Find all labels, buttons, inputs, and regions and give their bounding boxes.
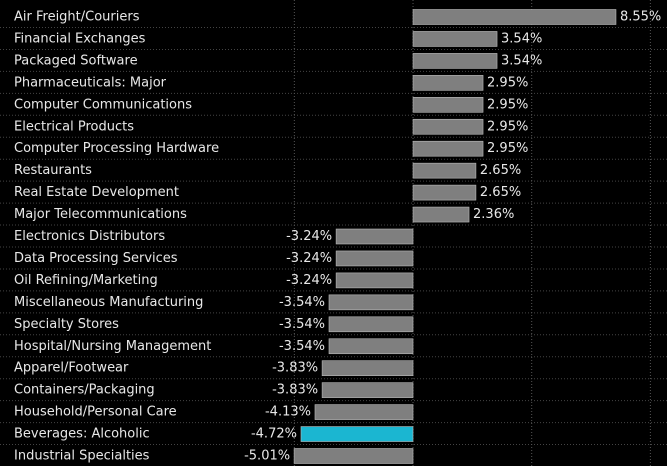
bar xyxy=(412,140,484,157)
bar xyxy=(293,448,414,464)
category-label: Household/Personal Care xyxy=(14,405,177,420)
value-label: 2.65% xyxy=(480,163,521,178)
category-label: Industrial Specialties xyxy=(14,449,150,464)
bar xyxy=(328,294,414,311)
value-label: 2.95% xyxy=(487,119,528,134)
value-label: -4.13% xyxy=(265,405,311,420)
bar xyxy=(412,53,498,69)
bar xyxy=(412,184,477,201)
value-label: 2.36% xyxy=(473,207,514,222)
value-label: -5.01% xyxy=(244,449,290,464)
value-label: -3.24% xyxy=(286,251,332,266)
category-label: Containers/Packaging xyxy=(14,383,155,398)
category-label: Hospital/Nursing Management xyxy=(14,339,211,354)
bar xyxy=(321,360,414,377)
bar xyxy=(335,250,414,267)
value-label: -3.54% xyxy=(279,339,325,354)
bar xyxy=(321,382,414,398)
category-label: Electrical Products xyxy=(14,119,134,134)
value-label: -3.83% xyxy=(272,383,318,398)
value-label: 3.54% xyxy=(501,31,542,46)
value-label: -3.24% xyxy=(286,229,332,244)
bar xyxy=(412,162,477,179)
category-label: Major Telecommunications xyxy=(14,207,187,222)
category-label: Specialty Stores xyxy=(14,317,119,332)
category-label: Computer Processing Hardware xyxy=(14,141,219,156)
value-label: -3.83% xyxy=(272,361,318,376)
category-label: Pharmaceuticals: Major xyxy=(14,75,167,90)
category-label: Air Freight/Couriers xyxy=(14,10,140,25)
bar xyxy=(314,404,414,420)
category-label: Beverages: Alcoholic xyxy=(14,427,150,442)
value-label: 2.65% xyxy=(480,185,521,200)
category-label: Miscellaneous Manufacturing xyxy=(14,295,203,310)
category-label: Apparel/Footwear xyxy=(14,361,129,376)
category-label: Restaurants xyxy=(14,163,92,178)
category-label: Financial Exchanges xyxy=(14,31,146,46)
category-label: Data Processing Services xyxy=(14,251,178,266)
category-label: Oil Refining/Marketing xyxy=(14,273,158,288)
category-label: Electronics Distributors xyxy=(14,229,165,244)
value-label: 3.54% xyxy=(501,53,542,68)
bar xyxy=(335,228,414,245)
bar xyxy=(328,338,414,355)
value-label: 2.95% xyxy=(487,97,528,112)
bar xyxy=(412,9,617,25)
category-label: Packaged Software xyxy=(14,53,138,68)
value-label: -3.24% xyxy=(286,273,332,288)
value-label: -4.72% xyxy=(251,427,297,442)
value-label: -3.54% xyxy=(279,295,325,310)
value-label: 2.95% xyxy=(487,75,528,90)
bar xyxy=(335,272,414,289)
bar xyxy=(412,75,484,91)
bar xyxy=(412,118,484,135)
bar xyxy=(328,316,414,333)
bar xyxy=(412,206,470,223)
value-label: 8.55% xyxy=(620,10,661,25)
category-label: Computer Communications xyxy=(14,97,192,112)
value-label: 2.95% xyxy=(487,141,528,156)
value-label: -3.54% xyxy=(279,317,325,332)
bar xyxy=(412,97,484,113)
bar xyxy=(412,31,498,47)
category-label: Real Estate Development xyxy=(14,185,179,200)
bar xyxy=(300,426,414,442)
